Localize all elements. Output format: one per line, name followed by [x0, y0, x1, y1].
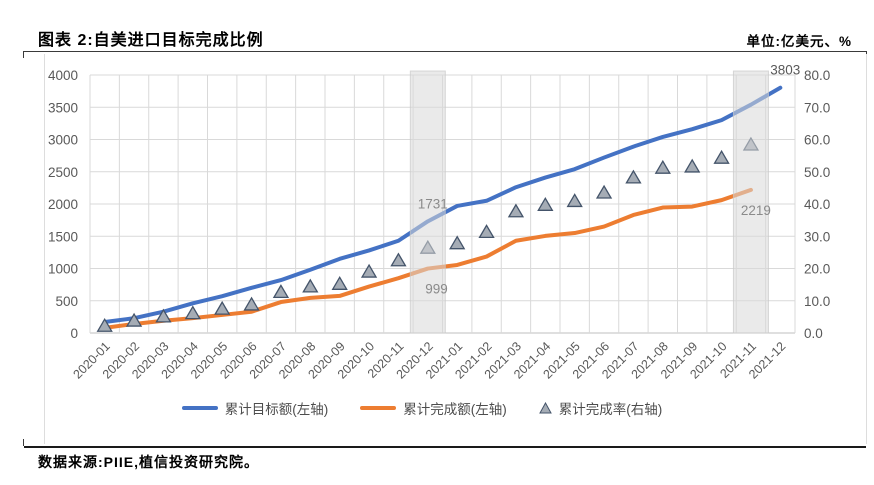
border-tick — [23, 439, 24, 446]
svg-text:60.0: 60.0 — [804, 133, 830, 148]
svg-text:10.0: 10.0 — [804, 294, 830, 309]
svg-text:3500: 3500 — [48, 100, 78, 115]
triangle-marker-icon — [538, 402, 552, 414]
legend-label: 累计目标额(左轴) — [224, 402, 329, 417]
highlight-band — [732, 70, 769, 334]
figure-right-border — [866, 54, 867, 444]
svg-text:500: 500 — [55, 294, 78, 309]
svg-text:2500: 2500 — [48, 165, 78, 180]
unit-label: 单位:亿美元、% — [746, 34, 852, 49]
legend-label: 累计完成额(左轴) — [403, 402, 507, 417]
figure-left-border — [44, 54, 45, 444]
legend-item-rate: 累计完成率(右轴) — [538, 398, 663, 418]
header-divider — [24, 51, 866, 52]
svg-text:3000: 3000 — [48, 133, 78, 148]
legend-item-target: 累计目标额(左轴) — [181, 398, 329, 418]
svg-text:80.0: 80.0 — [804, 68, 830, 83]
footer-divider — [24, 446, 866, 448]
svg-text:4000: 4000 — [48, 68, 78, 83]
svg-text:50.0: 50.0 — [804, 165, 830, 180]
svg-text:0: 0 — [70, 326, 78, 341]
blue-line-swatch-icon — [181, 405, 218, 411]
orange-line-swatch-icon — [360, 405, 397, 411]
svg-text:70.0: 70.0 — [804, 100, 830, 115]
left-axis-labels: 0 500 1000 1500 2000 2500 3000 3500 4000 — [48, 68, 78, 341]
x-axis-labels: 2020-012020-022020-032020-042020-052020-… — [70, 339, 788, 381]
svg-text:30.0: 30.0 — [804, 229, 830, 244]
legend-item-actual: 累计完成额(左轴) — [360, 398, 507, 418]
right-axis-labels: 0.0 10.0 20.0 30.0 40.0 50.0 60.0 70.0 80.0 — [804, 68, 830, 341]
series-markers-2 — [96, 136, 760, 332]
svg-text:1000: 1000 — [48, 262, 78, 277]
legend-label: 累计完成率(右轴) — [558, 402, 663, 417]
source-text: 数据来源:PIIE,植信投资研究院。 — [38, 454, 260, 470]
svg-text:2000: 2000 — [48, 197, 78, 212]
annotations: 1731 999 3803 2219 — [418, 63, 801, 297]
svg-text:40.0: 40.0 — [804, 197, 830, 212]
figure-title: 图表 2:自美进口目标完成比例 — [38, 32, 264, 49]
svg-text:1500: 1500 — [48, 229, 78, 244]
svg-text:0.0: 0.0 — [804, 326, 823, 341]
annotation-3803: 3803 — [770, 63, 800, 78]
chart-legend: 累计目标额(左轴) 累计完成额(左轴) 累计完成率(右轴) — [0, 398, 844, 418]
border-tick — [23, 51, 24, 58]
annotation-1731: 1731 — [418, 196, 448, 211]
chart-canvas: 1731 999 3803 2219 0 500 1000 1500 2000 2500 3000 3… — [48, 63, 830, 382]
annotation-2219: 2219 — [741, 203, 771, 218]
svg-text:20.0: 20.0 — [804, 262, 830, 277]
annotation-999: 999 — [425, 282, 448, 297]
highlight-band — [409, 70, 446, 334]
